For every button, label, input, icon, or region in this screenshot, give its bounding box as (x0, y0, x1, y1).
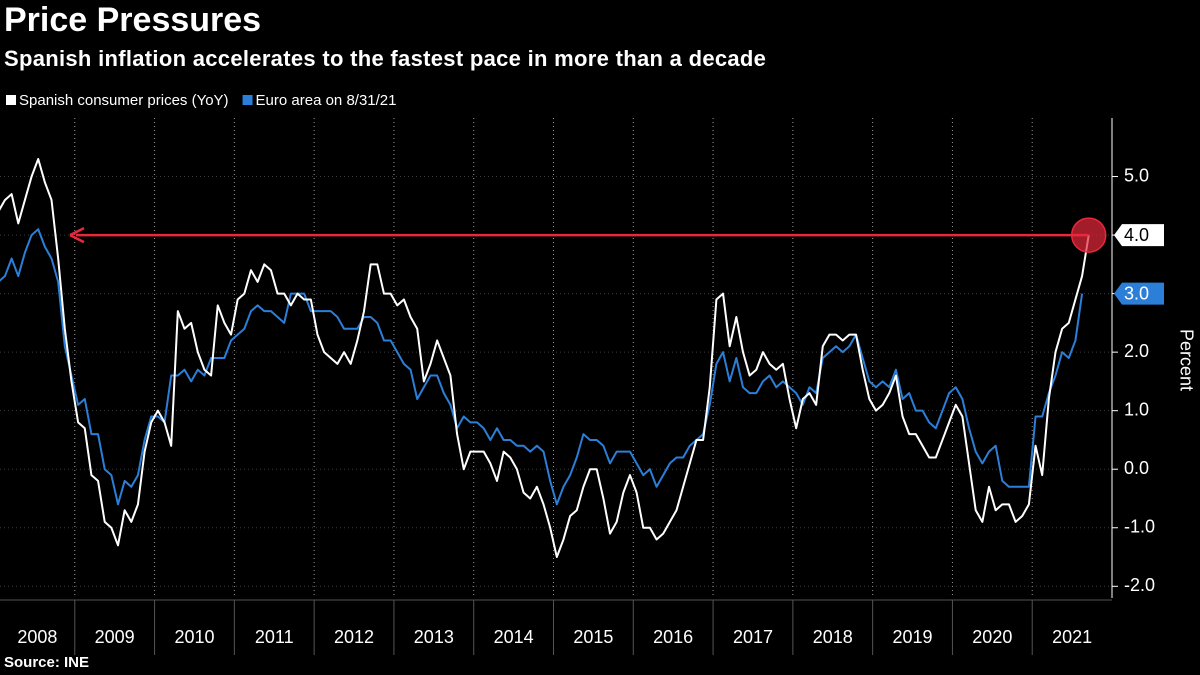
y-tick-label: 5.0 (1124, 165, 1149, 185)
y-tick-label: 2.0 (1124, 341, 1149, 361)
x-tick-label: 2008 (17, 627, 57, 647)
legend-label: Euro area on 8/31/21 (256, 92, 397, 109)
x-tick-label: 2015 (573, 627, 613, 647)
legend-swatch (242, 95, 253, 105)
last-value-label: 3.0 (1124, 283, 1149, 303)
x-tick-label: 2011 (255, 627, 294, 647)
last-value-box (1114, 224, 1164, 247)
legend: Spanish consumer prices (YoY) Euro area o… (6, 92, 397, 109)
x-tick-label: 2019 (893, 627, 933, 647)
chart-subtitle: Spanish inflation accelerates to the fas… (4, 46, 766, 71)
last-value-label: 4.0 (1124, 225, 1149, 245)
x-tick-label: 2021 (1052, 627, 1092, 647)
x-tick-label: 2013 (414, 627, 454, 647)
series-line (0, 157, 1090, 559)
x-tick-label: 2012 (334, 627, 374, 647)
y-tick-label: -2.0 (1124, 575, 1155, 595)
x-tick-label: 2010 (174, 627, 214, 647)
series-line (0, 228, 1084, 506)
y-axis-label: Percent (1176, 329, 1196, 391)
annotation-circle (1070, 217, 1107, 253)
annotation-arrowhead (69, 226, 85, 244)
legend-label: Spanish consumer prices (YoY) (19, 92, 229, 109)
y-tick-label: 1.0 (1124, 399, 1149, 419)
source: Source: INE (4, 654, 89, 671)
x-tick-label: 2018 (813, 627, 853, 647)
x-tick-label: 2009 (95, 627, 135, 647)
x-tick-label: 2020 (972, 627, 1012, 647)
last-value-box (1114, 282, 1164, 305)
y-tick-label: -1.0 (1124, 517, 1155, 537)
x-tick-label: 2014 (494, 627, 534, 647)
legend-swatch (6, 95, 16, 105)
x-tick-label: 2017 (733, 627, 773, 647)
x-tick-label: 2016 (653, 627, 693, 647)
y-tick-label: 0.0 (1124, 458, 1149, 478)
chart-title: Price Pressures (4, 1, 261, 39)
